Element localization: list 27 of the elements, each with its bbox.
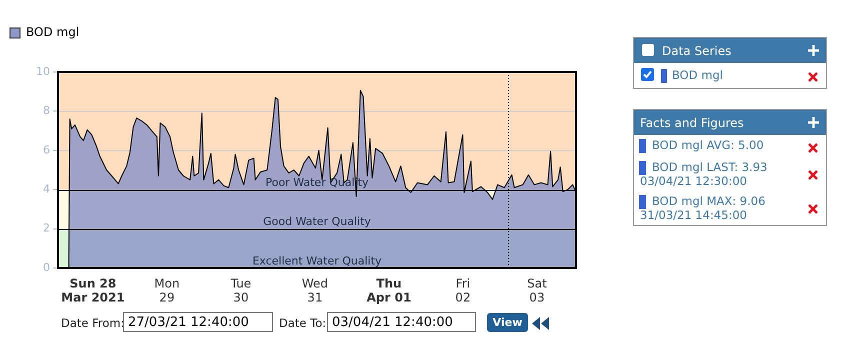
text: Date From: — [61, 316, 125, 330]
text: View — [487, 313, 528, 332]
legend-label: BOD mgl — [26, 25, 80, 40]
text: Facts and Figures — [640, 116, 744, 130]
text: Data Series — [662, 44, 732, 58]
band-label: Excellent Water Quality — [252, 254, 382, 268]
x-tick-label: Fri 02 — [455, 276, 471, 305]
text: BOD mgl LAST: 3.93 — [652, 160, 768, 174]
text: 03/04/21 12:40:00 — [327, 312, 476, 332]
text: 27/03/21 12:40:00 — [123, 312, 273, 332]
text: BOD mgl AVG: 5.00 — [651, 137, 765, 154]
y-tick-label: 10 — [36, 64, 50, 78]
x-tick-label: Sat 03 — [527, 276, 548, 305]
y-tick-label: 8 — [43, 104, 50, 118]
text: Date To: — [279, 316, 326, 330]
x-tick-label: Sun 28 Mar 2021 — [61, 276, 125, 305]
x-tick-label: Tue 30 — [230, 276, 252, 305]
x-tick-label: Thu Apr 01 — [366, 276, 412, 305]
band-label: Good Water Quality — [263, 215, 372, 228]
text: BOD mgl — [672, 68, 723, 82]
text: BOD mgl MAX: 9.06 — [652, 194, 766, 208]
y-tick-label: 0 — [43, 260, 50, 274]
y-tick-label: 6 — [43, 143, 50, 156]
y-tick-label: 2 — [43, 222, 50, 235]
y-tick-label: 4 — [43, 182, 50, 196]
x-tick-label: Wed 31 — [302, 276, 328, 305]
x-tick-label: Mon 29 — [154, 276, 180, 305]
